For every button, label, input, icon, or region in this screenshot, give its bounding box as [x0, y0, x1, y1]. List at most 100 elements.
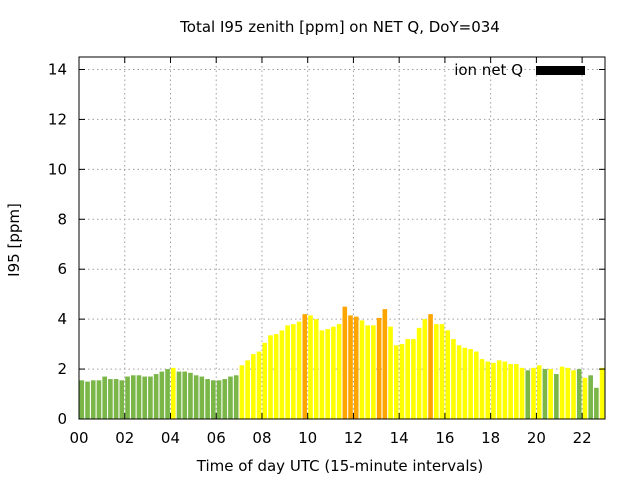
bar [405, 339, 411, 419]
x-tick-label: 12 [344, 429, 363, 447]
y-axis-label: I95 [ppm] [5, 203, 23, 277]
bar [542, 369, 548, 419]
plot-frame [78, 56, 606, 420]
bar [411, 339, 416, 419]
bar [388, 326, 393, 419]
bar [439, 324, 445, 419]
bar [251, 354, 256, 419]
bar [331, 326, 336, 419]
y-tick-label: 8 [57, 210, 67, 228]
x-tick-label: 22 [573, 429, 592, 447]
legend-swatch [536, 66, 585, 75]
bar [433, 324, 439, 419]
bar [296, 321, 302, 419]
bar [491, 362, 496, 419]
bar [256, 351, 262, 419]
bar [188, 372, 193, 419]
bar [422, 319, 428, 419]
bar [170, 367, 176, 419]
x-tick-label: 18 [481, 429, 500, 447]
bar [594, 387, 599, 419]
bar [462, 347, 468, 419]
bar [376, 317, 382, 419]
x-tick-label: 16 [435, 429, 454, 447]
bar [233, 375, 239, 419]
bar [245, 360, 250, 419]
y-tick-label: 12 [48, 110, 67, 128]
bar [228, 376, 233, 419]
bar [319, 330, 325, 419]
bar [291, 324, 296, 419]
bar [565, 367, 571, 419]
bar [136, 375, 142, 419]
bar [599, 367, 605, 419]
bar [268, 335, 273, 419]
bar [536, 365, 542, 419]
y-tick-label: 4 [57, 310, 67, 328]
bar [211, 380, 216, 419]
y-tick-label: 2 [57, 360, 67, 378]
bar [479, 359, 485, 419]
bar [325, 329, 330, 419]
bar [302, 314, 308, 419]
bar [576, 369, 582, 419]
bar [582, 377, 588, 419]
bar [485, 361, 491, 419]
bar [393, 345, 399, 419]
bar [79, 380, 85, 419]
bar [353, 316, 359, 419]
bar [108, 379, 113, 419]
bar [125, 376, 130, 419]
bar [588, 375, 593, 419]
bar [416, 327, 422, 419]
bar [113, 379, 119, 419]
bar [359, 320, 365, 419]
x-tick-label: 14 [390, 429, 409, 447]
bar [199, 376, 205, 419]
bar [348, 315, 353, 419]
x-tick-label: 04 [161, 429, 180, 447]
bar [153, 374, 159, 419]
bar [336, 324, 342, 419]
x-axis-label: Time of day UTC (15-minute intervals) [196, 457, 483, 475]
bar [182, 371, 188, 419]
bar [571, 370, 576, 419]
y-tick-label: 6 [57, 260, 67, 278]
bar [451, 339, 456, 419]
bar [148, 376, 153, 419]
bar [279, 330, 285, 419]
bar [428, 314, 433, 419]
bar [531, 367, 536, 419]
bar [273, 334, 279, 419]
bar [365, 325, 370, 419]
y-tick-label: 0 [57, 410, 67, 428]
bar [285, 325, 290, 419]
bar [525, 370, 531, 419]
bar [496, 360, 502, 419]
bar [85, 381, 90, 419]
bar [159, 371, 165, 419]
bar [130, 375, 136, 419]
bar [468, 349, 473, 419]
bar [342, 306, 348, 419]
bar [508, 364, 513, 419]
x-tick-label: 08 [252, 429, 271, 447]
legend-label: ion net Q [454, 61, 523, 79]
x-tick-label: 00 [69, 429, 88, 447]
bar [262, 342, 268, 419]
chart-title: Total I95 zenith [ppm] on NET Q, DoY=034 [179, 18, 500, 36]
bars [79, 306, 605, 419]
bar [548, 369, 553, 419]
x-tick-label: 20 [527, 429, 546, 447]
y-tick-label: 14 [48, 60, 67, 78]
bar [502, 361, 508, 419]
bar [554, 374, 559, 419]
bar [90, 380, 96, 419]
grid [79, 57, 605, 419]
bar [313, 319, 319, 419]
bar [222, 379, 228, 419]
bar [382, 309, 388, 419]
bar [142, 376, 148, 419]
bar [165, 369, 170, 419]
